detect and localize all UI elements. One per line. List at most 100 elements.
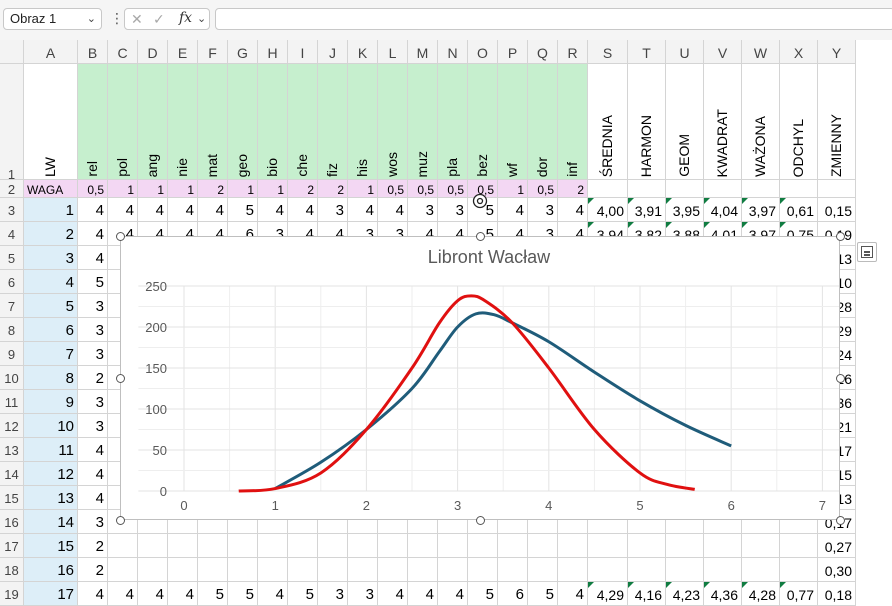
weight-cell[interactable] bbox=[628, 180, 666, 198]
row-header[interactable]: 4 bbox=[0, 222, 24, 246]
row-header[interactable]: 15 bbox=[0, 486, 24, 510]
table-cell[interactable]: 2 bbox=[78, 534, 108, 558]
row-header[interactable]: 18 bbox=[0, 558, 24, 582]
table-cell[interactable]: 4 bbox=[78, 462, 108, 486]
table-cell[interactable]: 0,18 bbox=[818, 582, 856, 606]
table-cell[interactable]: 4 bbox=[288, 198, 318, 222]
row-header[interactable]: 10 bbox=[0, 366, 24, 390]
table-cell[interactable]: 3,95 bbox=[666, 198, 704, 222]
table-cell[interactable]: 3 bbox=[78, 414, 108, 438]
row-header[interactable]: 17 bbox=[0, 534, 24, 558]
confirm-icon[interactable]: ✓ bbox=[153, 11, 165, 27]
table-cell[interactable] bbox=[138, 510, 168, 534]
row-header[interactable]: 1 bbox=[0, 64, 24, 180]
table-cell[interactable]: 4,04 bbox=[704, 198, 742, 222]
table-cell[interactable] bbox=[742, 558, 780, 582]
table-cell[interactable]: 4,28 bbox=[742, 582, 780, 606]
column-header[interactable]: Q bbox=[528, 40, 558, 64]
weight-cell[interactable] bbox=[742, 180, 780, 198]
table-cell[interactable] bbox=[408, 558, 438, 582]
table-cell[interactable] bbox=[780, 534, 818, 558]
row-header[interactable]: 2 bbox=[0, 180, 24, 198]
table-cell[interactable]: 5 bbox=[468, 198, 498, 222]
table-cell[interactable] bbox=[468, 510, 498, 534]
table-cell[interactable]: 16 bbox=[24, 558, 78, 582]
table-cell[interactable] bbox=[108, 534, 138, 558]
weight-cell[interactable] bbox=[588, 180, 628, 198]
lw-header-cell[interactable]: LW bbox=[24, 64, 78, 180]
row-header[interactable]: 3 bbox=[0, 198, 24, 222]
table-cell[interactable] bbox=[168, 534, 198, 558]
table-cell[interactable] bbox=[228, 534, 258, 558]
table-cell[interactable]: 4 bbox=[78, 438, 108, 462]
table-cell[interactable] bbox=[198, 510, 228, 534]
weight-cell[interactable]: 0,5 bbox=[438, 180, 468, 198]
table-cell[interactable]: 5 bbox=[288, 582, 318, 606]
table-cell[interactable] bbox=[498, 510, 528, 534]
table-cell[interactable] bbox=[108, 558, 138, 582]
table-cell[interactable] bbox=[468, 558, 498, 582]
column-header[interactable]: L bbox=[378, 40, 408, 64]
table-cell[interactable]: 4 bbox=[24, 270, 78, 294]
resize-handle[interactable] bbox=[836, 374, 845, 383]
column-title-cell[interactable]: WAŻONA bbox=[742, 64, 780, 180]
table-cell[interactable] bbox=[742, 534, 780, 558]
table-cell[interactable]: 0,30 bbox=[818, 558, 856, 582]
table-cell[interactable]: 10 bbox=[24, 414, 78, 438]
table-cell[interactable]: 5 bbox=[228, 582, 258, 606]
table-cell[interactable] bbox=[666, 534, 704, 558]
table-cell[interactable] bbox=[348, 558, 378, 582]
row-header[interactable]: 12 bbox=[0, 414, 24, 438]
column-title-cell[interactable]: GEOM bbox=[666, 64, 704, 180]
column-header[interactable]: F bbox=[198, 40, 228, 64]
table-cell[interactable] bbox=[408, 534, 438, 558]
table-cell[interactable] bbox=[288, 534, 318, 558]
column-title-cell[interactable]: muz bbox=[408, 64, 438, 180]
table-cell[interactable] bbox=[318, 510, 348, 534]
table-cell[interactable]: 5 bbox=[468, 582, 498, 606]
weight-cell[interactable]: 0,5 bbox=[378, 180, 408, 198]
weight-cell[interactable]: 2 bbox=[288, 180, 318, 198]
table-cell[interactable] bbox=[528, 558, 558, 582]
table-cell[interactable] bbox=[288, 558, 318, 582]
table-cell[interactable]: 12 bbox=[24, 462, 78, 486]
table-cell[interactable]: 14 bbox=[24, 510, 78, 534]
table-cell[interactable]: 3 bbox=[78, 342, 108, 366]
table-cell[interactable]: 3 bbox=[348, 582, 378, 606]
table-cell[interactable]: 3 bbox=[78, 318, 108, 342]
table-cell[interactable] bbox=[258, 510, 288, 534]
table-cell[interactable] bbox=[378, 510, 408, 534]
chart-layout-button[interactable] bbox=[857, 242, 877, 262]
table-cell[interactable]: 17 bbox=[24, 582, 78, 606]
table-cell[interactable] bbox=[438, 558, 468, 582]
table-cell[interactable]: 5 bbox=[78, 270, 108, 294]
table-cell[interactable]: 4,23 bbox=[666, 582, 704, 606]
column-title-cell[interactable]: mat bbox=[198, 64, 228, 180]
weight-cell[interactable] bbox=[818, 180, 856, 198]
table-cell[interactable]: 2 bbox=[24, 222, 78, 246]
column-title-cell[interactable]: KWADRAT bbox=[704, 64, 742, 180]
row-header[interactable]: 9 bbox=[0, 342, 24, 366]
column-title-cell[interactable]: inf bbox=[558, 64, 588, 180]
weight-cell[interactable]: 0,5 bbox=[78, 180, 108, 198]
table-cell[interactable] bbox=[438, 534, 468, 558]
column-header[interactable]: P bbox=[498, 40, 528, 64]
table-cell[interactable]: 4,16 bbox=[628, 582, 666, 606]
table-cell[interactable] bbox=[228, 558, 258, 582]
table-cell[interactable]: 4 bbox=[168, 582, 198, 606]
column-title-cell[interactable]: ZMIENNY bbox=[818, 64, 856, 180]
table-cell[interactable] bbox=[348, 534, 378, 558]
table-cell[interactable]: 4,00 bbox=[588, 198, 628, 222]
resize-handle[interactable] bbox=[476, 232, 485, 241]
table-cell[interactable] bbox=[780, 510, 818, 534]
table-cell[interactable] bbox=[378, 558, 408, 582]
column-title-cell[interactable]: ŚREDNIA bbox=[588, 64, 628, 180]
table-cell[interactable] bbox=[628, 558, 666, 582]
weight-cell[interactable] bbox=[780, 180, 818, 198]
table-cell[interactable] bbox=[348, 510, 378, 534]
column-header[interactable]: J bbox=[318, 40, 348, 64]
table-cell[interactable] bbox=[438, 510, 468, 534]
resize-handle[interactable] bbox=[116, 232, 125, 241]
column-title-cell[interactable]: HARMON bbox=[628, 64, 666, 180]
table-cell[interactable]: 4 bbox=[258, 198, 288, 222]
